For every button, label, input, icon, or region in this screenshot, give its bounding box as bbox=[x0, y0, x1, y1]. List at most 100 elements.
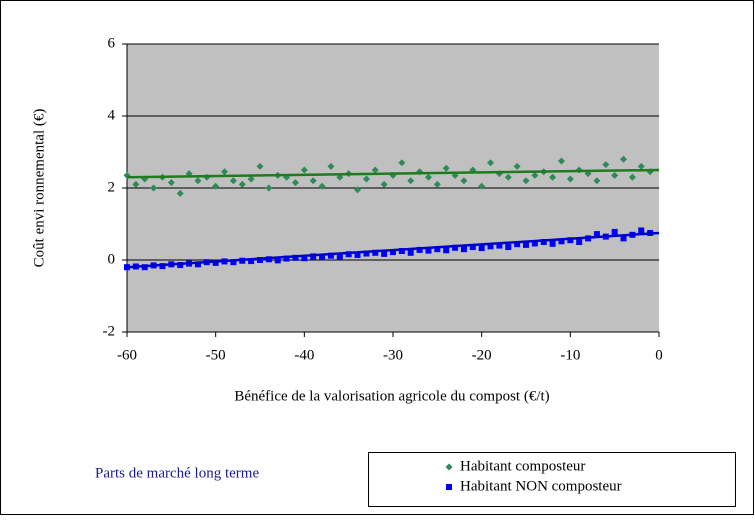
point bbox=[443, 247, 450, 254]
point bbox=[327, 162, 335, 170]
legend-marker bbox=[445, 463, 453, 471]
point bbox=[177, 262, 184, 269]
point bbox=[327, 252, 334, 259]
point bbox=[425, 247, 432, 254]
point bbox=[549, 173, 557, 181]
annotation: Parts de marché long terme bbox=[95, 465, 259, 481]
x-tick-label: 0 bbox=[655, 347, 663, 363]
point bbox=[531, 171, 539, 179]
point bbox=[381, 250, 388, 257]
point bbox=[611, 228, 618, 235]
point bbox=[558, 238, 565, 245]
point bbox=[628, 173, 636, 181]
point bbox=[460, 177, 468, 185]
legend-label: Habitant NON composteur bbox=[460, 478, 622, 494]
y-tick-label: 2 bbox=[108, 179, 116, 195]
point bbox=[238, 180, 246, 188]
point bbox=[540, 239, 547, 245]
point bbox=[247, 175, 255, 183]
y-tick-label: 4 bbox=[108, 107, 116, 123]
x-axis-title: Bénéfice de la valorisation agricole du … bbox=[234, 388, 549, 404]
y-axis-title: Coût envi ronnemental (€) bbox=[31, 109, 47, 268]
point bbox=[257, 257, 263, 263]
point bbox=[372, 249, 379, 256]
point bbox=[593, 231, 600, 238]
point bbox=[256, 162, 264, 170]
point bbox=[291, 179, 299, 187]
point bbox=[318, 182, 326, 190]
point bbox=[212, 259, 219, 266]
point bbox=[434, 246, 441, 253]
point bbox=[301, 255, 308, 262]
point bbox=[354, 186, 362, 194]
point bbox=[212, 182, 220, 190]
point bbox=[638, 227, 645, 234]
point bbox=[336, 253, 343, 260]
point bbox=[283, 255, 290, 262]
point bbox=[514, 241, 521, 248]
point bbox=[194, 177, 202, 185]
point bbox=[371, 166, 379, 174]
point bbox=[469, 244, 476, 251]
y-tick-label: 6 bbox=[108, 35, 116, 51]
point bbox=[576, 239, 583, 245]
point bbox=[637, 162, 645, 170]
point bbox=[274, 257, 281, 264]
point bbox=[363, 250, 370, 257]
point bbox=[309, 177, 317, 185]
point bbox=[505, 244, 512, 251]
legend-marker bbox=[446, 484, 452, 490]
point bbox=[531, 240, 538, 247]
point bbox=[345, 251, 352, 258]
point bbox=[362, 175, 370, 183]
point bbox=[504, 173, 512, 181]
point bbox=[478, 245, 485, 252]
point bbox=[416, 246, 423, 253]
point bbox=[407, 177, 415, 185]
point bbox=[407, 249, 414, 256]
point bbox=[523, 241, 529, 248]
legend-label: Habitant composteur bbox=[460, 458, 585, 474]
point bbox=[522, 177, 530, 185]
point bbox=[398, 159, 406, 167]
point bbox=[620, 235, 627, 242]
trendline bbox=[126, 168, 660, 179]
point bbox=[248, 258, 255, 265]
point bbox=[496, 242, 503, 249]
point bbox=[424, 173, 432, 181]
point bbox=[354, 251, 361, 258]
y-tick-label: -2 bbox=[103, 323, 116, 339]
point bbox=[390, 249, 396, 256]
legend-box bbox=[368, 452, 736, 507]
point bbox=[611, 171, 619, 179]
point bbox=[176, 189, 184, 197]
point bbox=[602, 161, 610, 169]
point bbox=[265, 184, 273, 192]
point bbox=[566, 175, 574, 183]
point bbox=[221, 168, 229, 176]
x-tick-label: -30 bbox=[383, 347, 403, 363]
point bbox=[567, 237, 574, 244]
point bbox=[442, 164, 450, 172]
x-tick-label: -40 bbox=[294, 347, 314, 363]
point bbox=[380, 180, 388, 188]
point bbox=[398, 248, 405, 254]
x-tick-label: -10 bbox=[560, 347, 580, 363]
point bbox=[300, 166, 308, 174]
x-tick-label: -60 bbox=[117, 347, 137, 363]
point bbox=[194, 261, 201, 268]
point bbox=[513, 162, 521, 170]
x-tick-label: -50 bbox=[206, 347, 226, 363]
point bbox=[230, 259, 237, 266]
point bbox=[452, 244, 459, 251]
point bbox=[487, 243, 494, 250]
point bbox=[433, 180, 441, 188]
point bbox=[478, 182, 486, 190]
point bbox=[132, 180, 140, 188]
point bbox=[167, 179, 175, 187]
point bbox=[620, 155, 628, 163]
point bbox=[557, 157, 565, 165]
point bbox=[460, 246, 467, 253]
point bbox=[229, 177, 237, 185]
